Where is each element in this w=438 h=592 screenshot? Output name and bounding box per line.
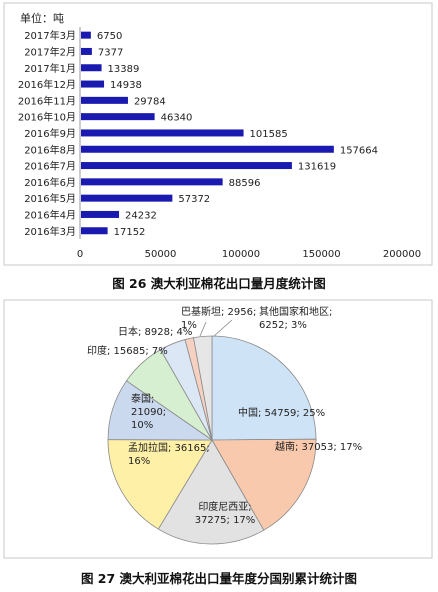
leader-line (213, 319, 233, 337)
monthly-chart-panel: 单位：吨 2017年3月 6750 2017年2月 7377 2017年1月 13389 2… (0, 0, 438, 270)
category-label: 2016年11月 (18, 94, 76, 107)
category-label: 2017年3月 (24, 29, 76, 42)
bar-value-label: 24232 (125, 210, 157, 221)
bar-value-label: 46340 (161, 113, 193, 124)
pie-data-label: 巴基斯坦; 2956; 1% (181, 305, 256, 331)
category-label: 2017年2月 (24, 45, 76, 58)
category-label: 2016年5月 (24, 192, 76, 205)
pie-data-label: 其他国家和地区; 6252; 3% (259, 305, 332, 331)
monthly-bar-chart: 单位：吨 2017年3月 6750 2017年2月 7377 2017年1月 13389 2… (3, 2, 433, 266)
pie-data-label: 印度尼西亚; 37275; 17% (195, 500, 256, 526)
category-label: 2016年8月 (24, 143, 76, 156)
pie-slice (107, 439, 213, 530)
bar-value-label: 29784 (134, 96, 166, 107)
pie-data-label: 日本; 8928; 4% (118, 325, 192, 338)
bar-value-label: 157664 (340, 145, 378, 156)
bar (81, 162, 292, 170)
bar (81, 194, 173, 202)
bar-value-label: 13389 (108, 64, 140, 75)
category-label: 2016年6月 (24, 176, 76, 189)
country-pie-panel: 中国; 54759; 25% 越南; 37053; 17% 印度尼西亚; 37275;… (0, 298, 438, 562)
bar (81, 227, 108, 235)
bar (81, 64, 102, 72)
category-label: 2016年10月 (18, 111, 76, 124)
pie-slice (193, 335, 213, 441)
pie-slice (157, 439, 265, 545)
category-label: 2017年1月 (24, 62, 76, 75)
bar (81, 31, 91, 39)
pie-slice (211, 438, 317, 531)
bar (81, 80, 105, 88)
x-tick-label: 0 (77, 249, 83, 260)
bar (81, 113, 155, 121)
bar-value-label: 6750 (97, 31, 122, 42)
bar (81, 178, 223, 186)
category-label: 2016年4月 (24, 208, 76, 221)
bar (81, 96, 128, 104)
x-tick-label: 200000 (383, 249, 421, 260)
unit-label: 单位：吨 (20, 11, 64, 25)
pie-data-label: 孟加拉国; 36165; 16% (128, 441, 210, 467)
x-tick-label: 50000 (145, 249, 177, 260)
bar-value-label: 101585 (250, 129, 288, 140)
pie-data-label: 越南; 37053; 17% (275, 440, 362, 453)
category-label: 2016年12月 (18, 78, 76, 91)
country-pie-chart: 中国; 54759; 25% 越南; 37053; 17% 印度尼西亚; 37275;… (3, 299, 433, 559)
bar-value-label: 57372 (178, 194, 210, 205)
category-label: 2016年9月 (24, 127, 76, 140)
pie-data-label: 印度; 15685; 7% (87, 344, 168, 357)
bar-value-label: 7377 (98, 47, 123, 58)
bar-value-label: 131619 (298, 162, 336, 173)
bar-value-label: 14938 (110, 80, 142, 91)
x-tick-label: 150000 (302, 249, 340, 260)
pie-data-label: 中国; 54759; 25% (238, 406, 325, 419)
leader-line (199, 321, 207, 337)
category-label: 2016年3月 (24, 225, 76, 238)
figure-27-caption: 图 27 澳大利亚棉花出口量年度分国别累计统计图 (80, 571, 358, 586)
figure-26-caption: 图 26 澳大利亚棉花出口量月度统计图 (112, 276, 326, 291)
category-label: 2016年7月 (24, 160, 76, 173)
bar (81, 129, 244, 137)
pie-data-label: 泰国; 21090; 10% (131, 392, 166, 431)
x-tick-label: 100000 (222, 249, 260, 260)
bar (81, 47, 92, 55)
bar (81, 210, 120, 218)
bar-value-label: 88596 (229, 178, 261, 189)
bar (81, 145, 334, 153)
bar-value-label: 17152 (114, 227, 146, 238)
pie-slice (211, 335, 317, 441)
